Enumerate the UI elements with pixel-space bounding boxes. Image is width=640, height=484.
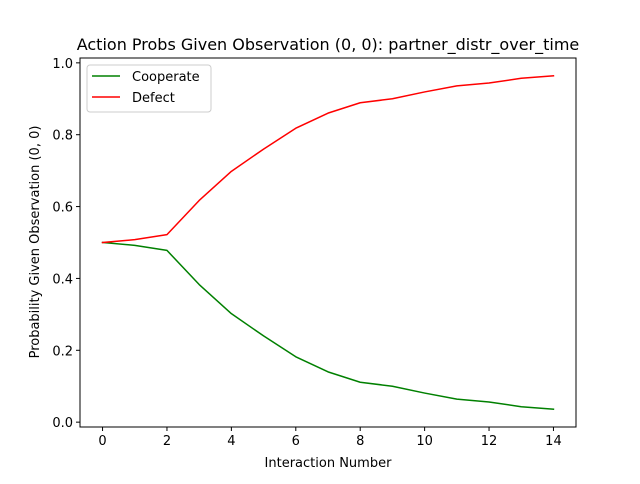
- y-axis-ticks: 0.0 0.2 0.4 0.6 0.8 1.0: [52, 57, 80, 431]
- legend-label-defect: Defect: [132, 91, 175, 106]
- x-axis-ticks: 0 2 4 6 8 10 12 14: [98, 427, 562, 449]
- x-tick-label: 2: [163, 434, 171, 449]
- chart-title: Action Probs Given Observation (0, 0): p…: [77, 35, 580, 55]
- y-tick-label: 1.0: [52, 57, 73, 72]
- legend-label-cooperate: Cooperate: [132, 70, 200, 85]
- series-line-cooperate: [101, 241, 555, 411]
- series-line-defect: [101, 74, 555, 244]
- x-axis-label: Interaction Number: [265, 456, 393, 471]
- x-tick-label: 4: [227, 434, 235, 449]
- x-tick-label: 0: [98, 434, 106, 449]
- x-tick-label: 12: [481, 434, 498, 449]
- y-tick-label: 0.8: [52, 129, 73, 144]
- x-tick-label: 14: [545, 434, 562, 449]
- legend: Cooperate Defect: [86, 64, 212, 113]
- y-tick-label: 0.4: [52, 272, 73, 287]
- x-tick-label: 8: [356, 434, 364, 449]
- y-tick-label: 0.2: [52, 344, 73, 359]
- y-tick-label: 0.0: [52, 416, 73, 431]
- y-axis-label: Probability Given Observation (0, 0): [28, 126, 43, 359]
- plot-frame: [79, 57, 577, 428]
- y-tick-label: 0.6: [52, 201, 73, 216]
- x-tick-label: 6: [292, 434, 300, 449]
- plot-lines: [101, 74, 555, 411]
- x-tick-label: 10: [416, 434, 433, 449]
